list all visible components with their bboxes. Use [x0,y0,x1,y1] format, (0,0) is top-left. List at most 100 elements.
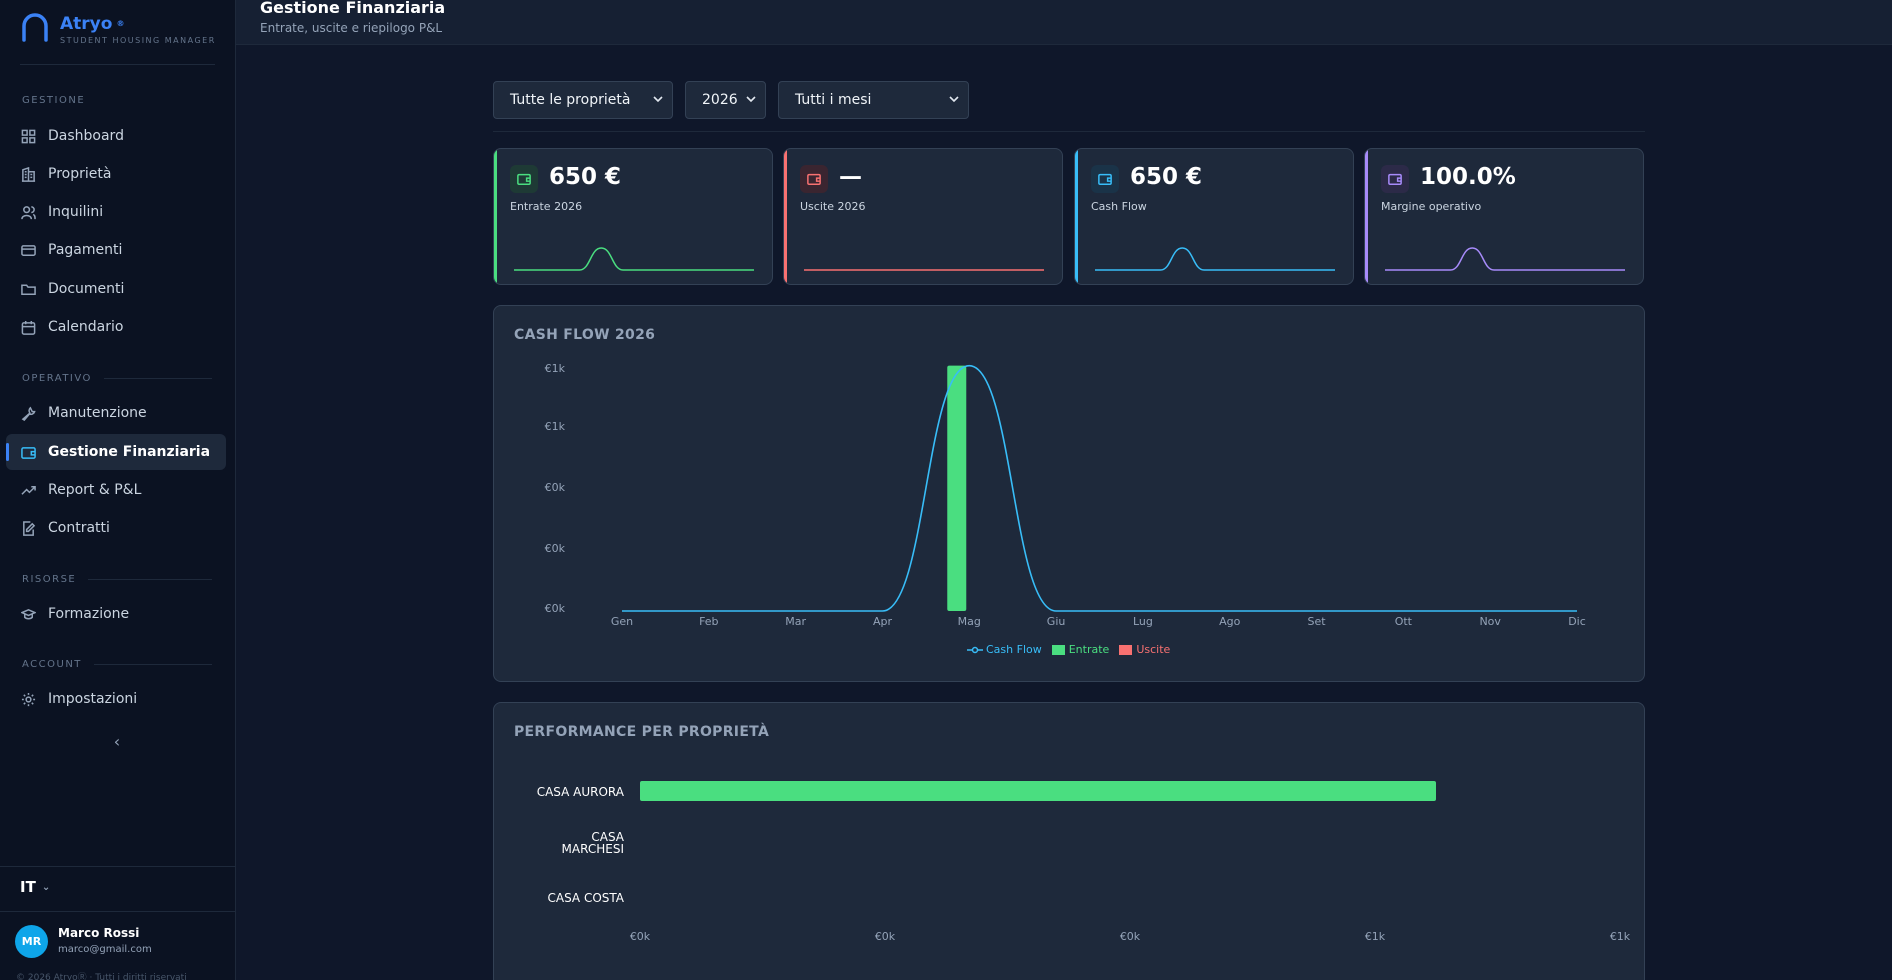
copyright: © 2026 AtryoⓇ · Tutti i diritti riservat… [16,973,187,980]
x-tick-label: Apr [872,615,892,628]
bar-casa-aurora[interactable] [640,781,1437,801]
x-tick-label: Mag [957,615,981,628]
sidebar-item-label: Dashboard [48,128,124,144]
kpi-label: Margine operativo [1381,200,1482,213]
sidebar-item-impostazioni[interactable]: Impostazioni [6,681,226,717]
kpi-value: — [839,164,862,190]
panel-title: PERFORMANCE PER PROPRIETÀ [514,724,770,740]
sidebar: Atryo ® STUDENT HOUSING MANAGER GESTIONE … [0,0,236,980]
property-label: CASA COSTA [547,891,625,905]
x-tick-label: Giu [1046,615,1066,628]
property-label: CASA MARCHESI [561,830,624,856]
language-selector[interactable]: IT ⌄ [20,878,50,896]
sparkline-path [514,247,754,271]
x-tick-label: Mar [785,615,806,628]
gear-icon [20,691,36,707]
legend-item-uscite[interactable]: Uscite [1119,643,1170,656]
wallet-icon [800,165,828,193]
kpi-value: 650 € [1130,164,1203,190]
kpi-card-cash-flow: 650 € Cash Flow [1074,148,1354,285]
x-tick-label: Set [1307,615,1326,628]
sidebar-item-calendario[interactable]: Calendario [6,309,226,345]
wallet-icon [1091,165,1119,193]
sidebar-item-label: Gestione Finanziaria [48,444,211,460]
page-header: Gestione Finanziaria Entrate, uscite e r… [236,0,1892,45]
section-title-risorse: RISORSE [22,574,212,585]
file-edit-icon [20,520,36,536]
chart-legend: Cash Flow Entrate Uscite [967,643,1180,656]
chevron-down-icon [653,96,663,103]
logo[interactable]: Atryo ® STUDENT HOUSING MANAGER [20,12,216,46]
sidebar-item-pagamenti[interactable]: Pagamenti [6,232,226,268]
wallet-icon [1381,165,1409,193]
y-tick-label: €1k [544,420,565,433]
sidebar-divider [0,911,236,912]
kpi-card-uscite: — Uscite 2026 [783,148,1063,285]
collapse-sidebar-button[interactable]: ‹ [113,732,121,751]
sidebar-item-label: Impostazioni [48,691,138,707]
line-marker-icon [967,646,983,653]
x-tick-label: Feb [699,615,719,628]
logo-divider [20,64,215,65]
sidebar-item-gestione-finanziaria[interactable]: Gestione Finanziaria [6,434,226,470]
app-name: Atryo [60,14,113,34]
sidebar-item-contratti[interactable]: Contratti [6,510,226,546]
x-tick-label: €1k [1364,930,1386,943]
sparkline-path [1385,247,1625,271]
sidebar-item-inquilini[interactable]: Inquilini [6,194,226,230]
kpi-label: Entrate 2026 [510,200,583,213]
sidebar-item-label: Inquilini [48,204,104,220]
wrench-icon [20,405,36,421]
legend-label: Cash Flow [986,643,1042,656]
grid-icon [20,128,36,144]
kpi-value: 650 € [549,164,622,190]
legend-item-entrate[interactable]: Entrate [1051,643,1110,656]
logo-mark-icon [22,13,48,42]
avatar[interactable]: MR [15,925,48,958]
sidebar-item-label: Formazione [48,606,130,622]
kpi-sparkline [514,247,754,271]
kpi-sparkline [1095,247,1335,271]
sidebar-item-report-pl[interactable]: Report & P&L [6,472,226,508]
sidebar-item-label: Manutenzione [48,405,147,421]
sidebar-item-dashboard[interactable]: Dashboard [6,118,226,154]
x-tick-label: Gen [610,615,634,628]
page-subtitle: Entrate, uscite e riepilogo P&L [260,21,443,35]
sidebar-item-label: Pagamenti [48,242,123,258]
wallet-icon [510,165,538,193]
sidebar-item-formazione[interactable]: Formazione [6,596,226,632]
sparkline-path [1095,247,1335,271]
trending-up-icon [20,482,36,498]
kpi-label: Cash Flow [1091,200,1147,213]
sidebar-item-label: Documenti [48,281,125,297]
line-cash-flow [622,364,1577,612]
sidebar-item-manutenzione[interactable]: Manutenzione [6,395,226,431]
chevron-down-icon [949,96,959,103]
kpi-label: Uscite 2026 [800,200,866,213]
x-tick-label: €1k [1609,930,1631,943]
kpi-card-margine: 100.0% Margine operativo [1364,148,1644,285]
chevron-down-icon: ⌄ [41,881,51,893]
language-label: IT [20,878,36,896]
month-select[interactable]: Tutti i mesi [778,81,969,119]
kpi-card-entrate: 650 € Entrate 2026 [493,148,773,285]
kpi-sparkline [804,269,1044,271]
chevron-down-icon [746,96,756,103]
graduation-cap-icon [20,606,36,622]
cash-flow-panel: CASH FLOW 2026 €1k €1k €0k €0k €0k Gen Fe… [493,305,1645,682]
x-tick-label: Dic [1568,615,1586,628]
sidebar-item-proprieta[interactable]: Proprietà [6,156,226,192]
folder-icon [20,281,36,297]
x-tick-label: Ott [1394,615,1412,628]
x-tick-label: €0k [874,930,896,943]
section-title-operativo: OPERATIVO [22,373,212,384]
legend-item-cash-flow[interactable]: Cash Flow [967,643,1042,656]
year-select[interactable]: 2026 [685,81,766,119]
app-subtitle: STUDENT HOUSING MANAGER [60,36,216,45]
x-tick-label: Ago [1219,615,1241,628]
legend-label: Entrate [1068,643,1110,656]
sidebar-item-documenti[interactable]: Documenti [6,271,226,307]
sidebar-item-label: Report & P&L [48,482,142,498]
property-select[interactable]: Tutte le proprietà [493,81,673,119]
panel-title: CASH FLOW 2026 [514,327,656,343]
